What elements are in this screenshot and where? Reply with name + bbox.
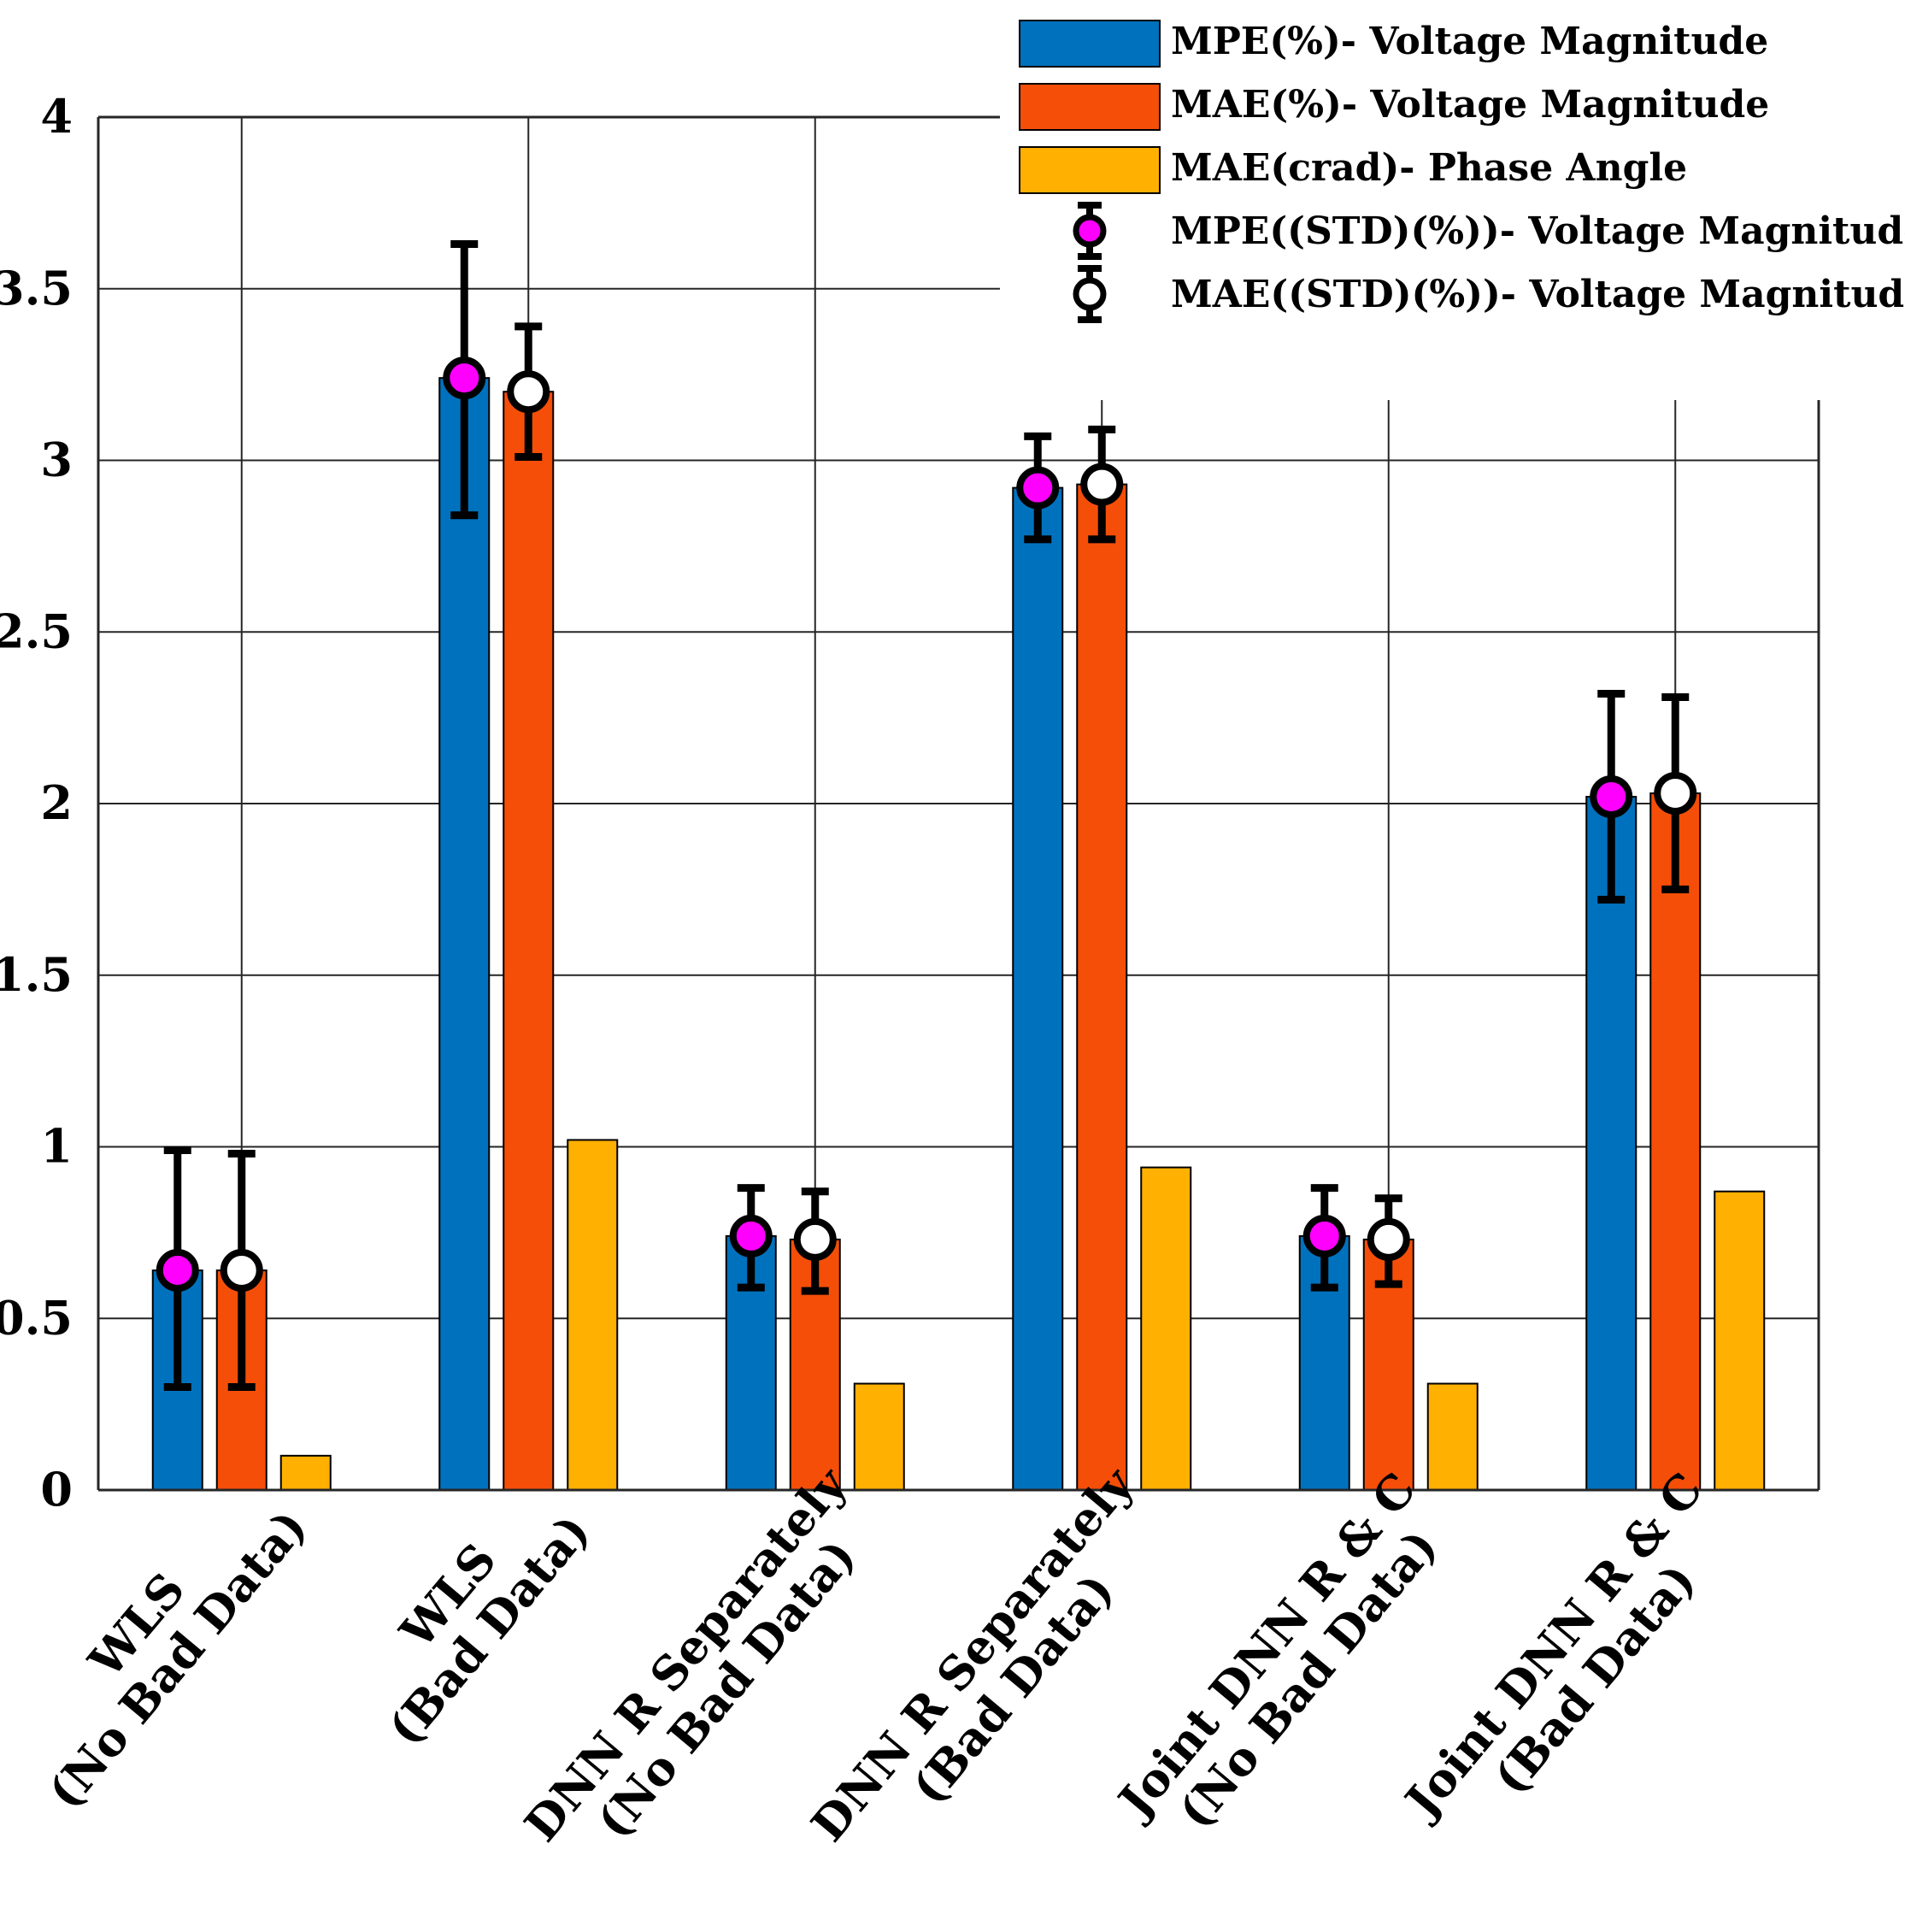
legend-swatch-2 (1019, 146, 1161, 194)
category-label-1: WLS(Bad Data) (337, 1470, 601, 1755)
bar-s1-c1 (503, 391, 555, 1492)
legend-errorbar-swatch-0 (1073, 202, 1107, 260)
errorbar-0-c3 (1016, 432, 1060, 544)
bar-s2-c2 (853, 1382, 905, 1492)
bar-s2-c4 (1426, 1382, 1479, 1492)
errorbar-marker (1654, 771, 1697, 815)
bars (151, 377, 1766, 1492)
category-label-text: DNN R Separately(Bad Data) (801, 1456, 1185, 1886)
bar-s2-c5 (1714, 1190, 1766, 1491)
legend-label-3: MPE((STD)(%))- Voltage Magnitude (1171, 209, 1905, 253)
legend-label-0: MPE(%)- Voltage Magnitude (1171, 20, 1768, 63)
category-label-line1: Joint DNN R & C (1392, 1462, 1713, 1829)
errorbar-1-c2 (793, 1187, 837, 1295)
category-labels: WLS(No Bad Data) WLS(Bad Data) DNN R Separ… (0, 1456, 1754, 1886)
category-label-0: WLS(No Bad Data) (0, 1465, 317, 1819)
legend-errorbar-marker (1073, 277, 1107, 311)
errorbar-0-c4 (1302, 1184, 1346, 1292)
y-tick-label: 3.5 (0, 261, 73, 315)
category-label-text: Joint DNN R & C(Bad Data) (1392, 1462, 1754, 1864)
errorbar-1-c4 (1367, 1194, 1410, 1288)
category-label-text: WLS(No Bad Data) (0, 1465, 317, 1819)
y-tick-labels: 0 0.5 1 1.5 2 2.5 3 3.5 4 (0, 89, 73, 1517)
category-label-3: DNN R Separately(Bad Data) (801, 1456, 1185, 1886)
bar-s0-c1 (438, 377, 491, 1491)
legend-label-1: MAE(%)- Voltage Magnitude (1171, 83, 1769, 127)
legend-swatch-0 (1019, 20, 1161, 68)
errorbar-marker (156, 1249, 199, 1293)
errorbar-0-c2 (729, 1184, 773, 1292)
bar-s1-c3 (1076, 483, 1128, 1491)
errorbar-0-c5 (1590, 690, 1633, 904)
y-tick-label: 2 (40, 775, 73, 830)
legend: MPE(%)- Voltage Magnitude MAE(%)- Voltage… (1019, 20, 1905, 323)
y-tick-label: 2.5 (0, 604, 73, 658)
y-tick-label: 0 (40, 1462, 73, 1517)
errorbar-marker (729, 1214, 773, 1258)
error-bars (156, 240, 1697, 1392)
legend-errorbar-swatch-1 (1073, 265, 1107, 323)
bar-s0-c5 (1585, 795, 1637, 1491)
y-tick-label: 3 (40, 433, 73, 487)
legend-errorbar-marker (1073, 214, 1107, 248)
errorbar-marker (507, 370, 550, 414)
y-tick-label: 0.5 (0, 1290, 73, 1345)
errorbar-marker (1302, 1214, 1346, 1258)
legend-label-4: MAE((STD)(%))- Voltage Magnitude (1171, 273, 1905, 316)
category-label-line1: Joint DNN R & C (1106, 1462, 1426, 1829)
errorbar-marker (1016, 466, 1060, 510)
bar-s2-c1 (567, 1139, 619, 1491)
legend-swatch-1 (1019, 83, 1161, 131)
bar-s2-c3 (1140, 1166, 1192, 1491)
category-label-text: WLS(Bad Data) (337, 1470, 601, 1755)
errorbar-marker (793, 1217, 837, 1261)
errorbar-1-c0 (220, 1150, 263, 1392)
y-tick-label: 1 (40, 1119, 73, 1174)
errorbar-marker (1080, 462, 1124, 506)
errorbar-1-c3 (1080, 425, 1124, 544)
errorbar-marker (1590, 775, 1633, 818)
y-tick-label: 4 (40, 89, 73, 144)
category-label-line1: DNN R Separately (801, 1456, 1145, 1852)
errorbar-0-c1 (443, 240, 486, 520)
bar-s1-c5 (1649, 792, 1702, 1491)
axes (97, 115, 1820, 1492)
bar-s0-c3 (1012, 486, 1064, 1491)
errorbar-1-c5 (1654, 693, 1697, 893)
errorbar-marker (220, 1249, 263, 1293)
errorbar-1-c1 (507, 322, 550, 461)
errorbar-marker (443, 356, 486, 400)
legend-label-2: MAE(crad)- Phase Angle (1171, 146, 1687, 190)
bar-s2-c0 (279, 1454, 332, 1491)
errorbar-0-c0 (156, 1146, 199, 1392)
category-label-5: Joint DNN R & C(Bad Data) (1392, 1462, 1754, 1864)
y-tick-label: 1.5 (0, 947, 73, 1002)
errorbar-marker (1367, 1217, 1410, 1261)
category-label-line2: (No Bad Data) (37, 1499, 317, 1819)
